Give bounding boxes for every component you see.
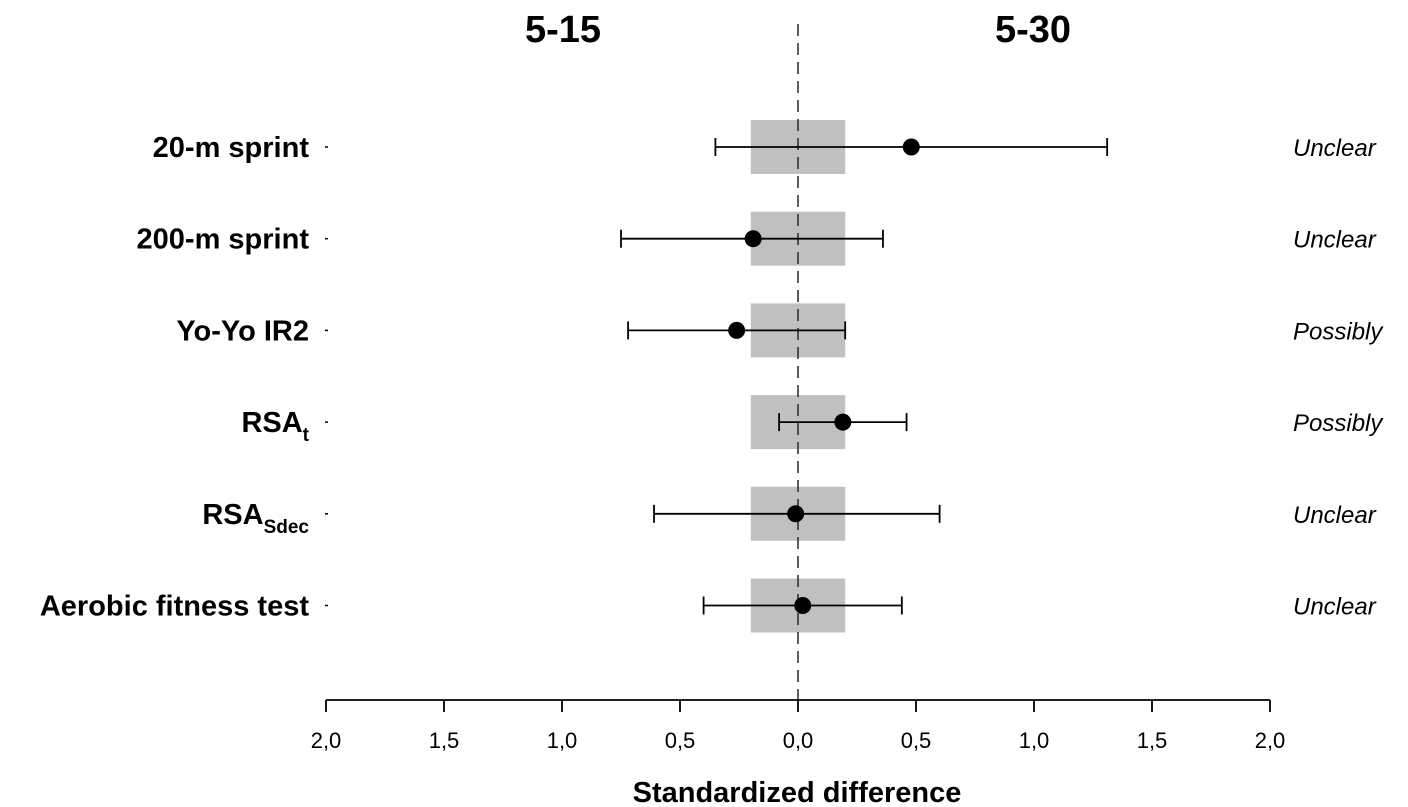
estimate-point xyxy=(834,413,852,431)
row-label-main: Yo-Yo IR2 xyxy=(176,315,309,347)
estimate-point xyxy=(787,505,805,523)
x-axis-title: Standardized difference xyxy=(633,777,962,807)
row-label-main: Aerobic fitness test xyxy=(40,591,309,623)
x-tick-label: 2,0 xyxy=(311,728,342,753)
row-label-main: RSA xyxy=(202,499,263,531)
x-tick-label: 0,0 xyxy=(783,728,814,753)
row-label: Aerobic fitness test xyxy=(40,591,309,623)
right-group-label: 5-30 xyxy=(995,9,1071,51)
row-label-subscript: t xyxy=(303,425,310,446)
row-label-main: 20-m sprint xyxy=(153,132,310,164)
row-label: 200-m sprint xyxy=(137,224,310,256)
row-label-main: 200-m sprint xyxy=(137,224,310,256)
row-verdict: Unclear xyxy=(1293,594,1377,621)
row-label-subscript: Sdec xyxy=(264,517,310,538)
row-verdict: Unclear xyxy=(1293,135,1377,162)
x-tick-label: 1,0 xyxy=(1019,728,1050,753)
estimate-point xyxy=(794,597,812,614)
row-verdict: Possibly xyxy=(1293,410,1384,437)
row-label-main: RSA xyxy=(241,407,302,439)
row-label: RSAt xyxy=(241,407,309,446)
x-tick-label: 0,5 xyxy=(665,728,696,753)
x-tick-label: 1,5 xyxy=(429,728,460,753)
x-axis-ticks: 2,0 1,5 1,0 0,5 0,0 0,5 1,0 1,5 2,0 xyxy=(311,700,1286,753)
x-tick-label: 2,0 xyxy=(1255,728,1286,753)
row-label: Yo-Yo IR2 xyxy=(176,315,309,347)
estimate-point xyxy=(744,230,762,248)
row-verdict: Possibly xyxy=(1293,318,1384,345)
row-label: 20-m sprint xyxy=(153,132,310,164)
left-group-label: 5-15 xyxy=(525,9,601,51)
row-label: RSASdec xyxy=(202,499,309,538)
x-tick-label: 1,5 xyxy=(1137,728,1168,753)
x-tick-label: 0,5 xyxy=(901,728,932,753)
x-tick-label: 1,0 xyxy=(547,728,578,753)
row-verdict: Unclear xyxy=(1293,227,1377,254)
estimate-point xyxy=(902,138,920,156)
chart-rows: 20-m sprint Unclear 200-m sprint Unclear Yo-… xyxy=(40,132,1385,623)
estimate-point xyxy=(728,321,746,339)
row-verdict: Unclear xyxy=(1293,502,1377,529)
